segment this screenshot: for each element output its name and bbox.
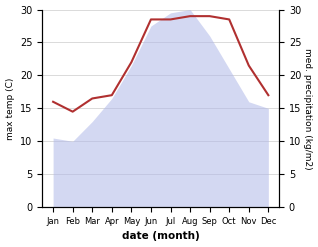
X-axis label: date (month): date (month) <box>122 231 200 242</box>
Y-axis label: max temp (C): max temp (C) <box>5 77 15 140</box>
Y-axis label: med. precipitation (kg/m2): med. precipitation (kg/m2) <box>303 48 313 169</box>
